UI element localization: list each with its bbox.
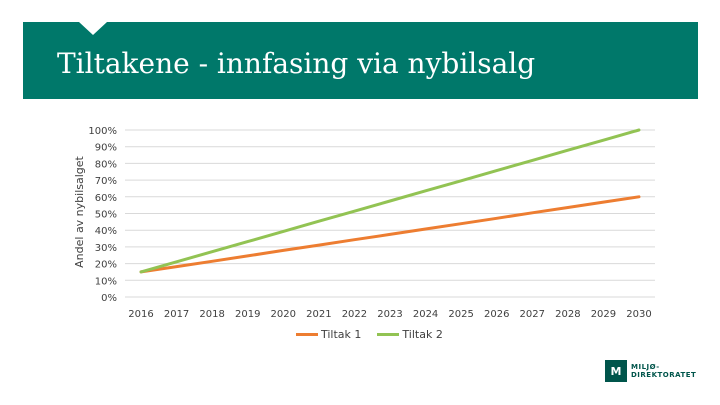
x-tick-label: 2019 bbox=[235, 309, 260, 320]
logo-mark-icon: M bbox=[605, 360, 627, 382]
y-tick-label: 80% bbox=[95, 159, 117, 170]
chart-legend: Tiltak 1 Tiltak 2 bbox=[296, 328, 443, 341]
y-tick-label: 60% bbox=[95, 193, 117, 204]
x-axis-ticks: 2016 2017 2018 2019 2020 2021 2022 2023 2024 2025… bbox=[128, 309, 651, 320]
slide-title: Tiltakene - innfasing via nybilsalg bbox=[57, 47, 536, 80]
legend-label-tiltak-2: Tiltak 2 bbox=[402, 328, 443, 341]
y-tick-label: 40% bbox=[95, 226, 117, 237]
logo-text: MILJØ- DIREKTORATET bbox=[631, 363, 696, 379]
x-tick-label: 2021 bbox=[306, 309, 331, 320]
x-tick-label: 2016 bbox=[128, 309, 153, 320]
y-tick-label: 20% bbox=[95, 260, 117, 271]
y-tick-label: 0% bbox=[101, 293, 117, 304]
series-line-2 bbox=[139, 128, 641, 274]
x-tick-label: 2029 bbox=[591, 309, 616, 320]
y-axis-label: Andel av nybilsalget bbox=[73, 155, 86, 267]
x-tick-label: 2028 bbox=[555, 309, 580, 320]
chart-gridlines bbox=[125, 129, 655, 298]
y-tick-label: 90% bbox=[95, 143, 117, 154]
chart-series bbox=[139, 128, 641, 274]
x-tick-label: 2027 bbox=[520, 309, 545, 320]
x-tick-label: 2025 bbox=[448, 309, 473, 320]
series-line-1 bbox=[139, 195, 641, 274]
miljodirektoratet-logo: M MILJØ- DIREKTORATET bbox=[605, 360, 696, 382]
legend-label-tiltak-1: Tiltak 1 bbox=[321, 328, 362, 341]
logo-line-1: MILJØ- bbox=[631, 363, 660, 371]
y-axis-ticks: 0% 10% 20% 30% 40% 50% 60% 70% 80% 90% 100% bbox=[88, 126, 117, 304]
logo-line-2: DIREKTORATET bbox=[631, 371, 697, 379]
legend-item-tiltak-2: Tiltak 2 bbox=[377, 328, 443, 341]
legend-item-tiltak-1: Tiltak 1 bbox=[296, 328, 361, 341]
x-tick-label: 2030 bbox=[626, 309, 651, 320]
x-tick-label: 2024 bbox=[413, 309, 438, 320]
y-tick-label: 100% bbox=[88, 126, 117, 137]
banner-notch bbox=[79, 22, 107, 35]
x-tick-label: 2018 bbox=[199, 309, 224, 320]
y-tick-label: 70% bbox=[95, 176, 117, 187]
x-tick-label: 2022 bbox=[342, 309, 367, 320]
legend-swatch-tiltak-2 bbox=[377, 333, 400, 336]
y-tick-label: 10% bbox=[95, 276, 117, 287]
y-tick-label: 50% bbox=[95, 210, 117, 221]
x-tick-label: 2023 bbox=[377, 309, 402, 320]
y-tick-label: 30% bbox=[95, 243, 117, 254]
title-banner: Tiltakene - innfasing via nybilsalg bbox=[23, 22, 698, 99]
x-tick-label: 2020 bbox=[271, 309, 296, 320]
x-tick-label: 2017 bbox=[164, 309, 189, 320]
x-tick-label: 2026 bbox=[484, 309, 509, 320]
legend-swatch-tiltak-1 bbox=[296, 333, 318, 336]
